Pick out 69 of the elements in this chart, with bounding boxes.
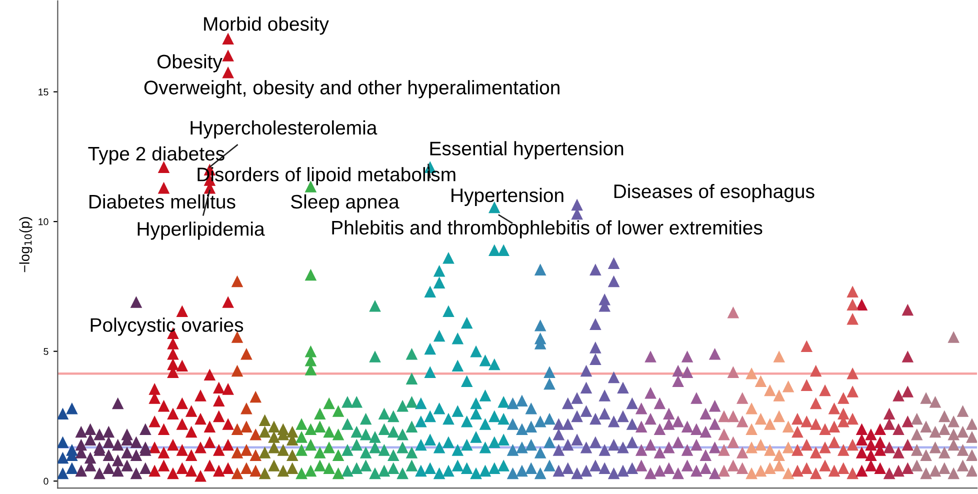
point [433, 276, 446, 288]
point [590, 342, 602, 354]
annotation: Overweight, obesity and other hyperalimentation [144, 80, 560, 98]
point [222, 383, 234, 395]
point [800, 379, 813, 391]
point [304, 345, 317, 358]
point [727, 366, 740, 378]
point [167, 348, 179, 360]
point [571, 392, 583, 404]
point [304, 268, 317, 281]
point [598, 390, 611, 402]
point [231, 364, 244, 377]
point [672, 375, 684, 388]
point [902, 386, 914, 398]
y-tick-label: 0 [44, 478, 48, 485]
annotation: Polycystic ovaries [90, 318, 244, 336]
annotation: Essential hypertension [430, 141, 624, 160]
point [608, 275, 620, 288]
point [590, 353, 602, 365]
point [452, 360, 464, 372]
point [846, 298, 858, 310]
point [158, 400, 170, 412]
point [240, 402, 252, 414]
annotation: Sleep apnea [290, 194, 400, 212]
annotation: Obesity [157, 54, 222, 72]
point [534, 319, 546, 332]
point [498, 396, 510, 408]
point [369, 350, 381, 362]
annotation: Phlebitis and thrombophlebitis of lower extremities [332, 220, 762, 238]
annotation: Hypercholesterolemia [190, 120, 378, 139]
point [902, 350, 914, 362]
annotation: Type 2 diabetes [88, 146, 224, 164]
annotation: Diseases of esophagus [614, 184, 814, 202]
point [856, 423, 868, 436]
point [204, 368, 216, 381]
point [708, 400, 721, 412]
point [948, 415, 960, 428]
point [810, 397, 822, 410]
point [838, 408, 850, 420]
point [460, 375, 473, 388]
point [644, 386, 656, 399]
y-axis-title: −log$_{10}$(p) [19, 217, 32, 272]
point [544, 378, 556, 390]
point [846, 312, 858, 325]
y-tick-label: 5 [44, 348, 48, 355]
annotation: Hypertension [452, 188, 564, 206]
point [488, 244, 500, 256]
point [176, 397, 188, 410]
point [222, 296, 234, 308]
point [406, 396, 418, 408]
point [746, 402, 758, 414]
point [681, 366, 694, 378]
point [479, 390, 492, 402]
y-tick-label: 10 [38, 218, 48, 226]
point [222, 66, 234, 78]
point [442, 305, 454, 317]
point [846, 367, 858, 380]
point [773, 390, 785, 402]
y-tick-label: 15 [38, 88, 48, 96]
point [231, 331, 244, 343]
point [580, 382, 592, 394]
annotation: Morbid obesity [204, 16, 329, 35]
annotation: Hyperlipidemia [138, 222, 265, 240]
point [424, 286, 436, 298]
point [608, 371, 620, 384]
point [590, 318, 602, 330]
point [406, 372, 418, 384]
point [846, 386, 858, 398]
point [470, 397, 482, 410]
